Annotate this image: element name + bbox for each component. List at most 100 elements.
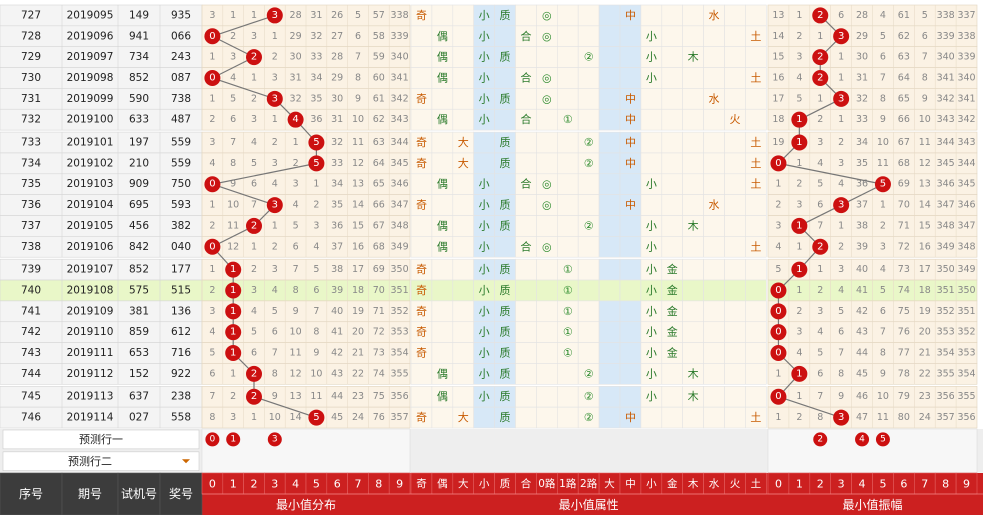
- amp-hit-value: 2: [817, 52, 823, 63]
- header-cell: [61, 472, 119, 515]
- amp-header-digit: 4: [859, 478, 866, 491]
- dist-miss: 37: [331, 241, 343, 252]
- attr-mark: 小: [646, 178, 657, 191]
- attr-cell: [515, 321, 537, 343]
- amp-hit-value: 3: [838, 31, 844, 42]
- attr-cell: [682, 131, 704, 154]
- amp-miss: 5: [838, 306, 844, 317]
- attr-cell: [724, 194, 746, 216]
- dropdown-arrow-icon[interactable]: [182, 459, 190, 464]
- attr-mark: 质: [500, 263, 511, 276]
- attr-mark: 大: [458, 135, 469, 149]
- dist-miss: 7: [355, 52, 361, 63]
- dist-miss: 6: [251, 348, 257, 359]
- dist-hit-ball: [246, 49, 262, 66]
- dist-miss: 3: [272, 264, 278, 275]
- amp-miss: 15: [919, 220, 931, 231]
- amp-hit-value: 2: [817, 241, 823, 252]
- attr-mark: 质: [500, 92, 511, 105]
- attr-cell: [452, 194, 474, 216]
- predict-dist-ball[interactable]: [226, 432, 241, 447]
- dist-miss: 67: [373, 220, 385, 231]
- amp-miss: 8: [817, 412, 823, 423]
- amp-miss: 9: [838, 391, 844, 402]
- amp-miss: 8: [880, 93, 886, 104]
- dist-miss: 4: [251, 306, 257, 317]
- dist-miss: 10: [290, 327, 302, 338]
- attr-cell: [661, 25, 683, 48]
- attr-mark: 水: [709, 92, 720, 105]
- attr-cell: [724, 173, 746, 195]
- predict-amp-ball[interactable]: [855, 432, 870, 447]
- dist-hit-value: 4: [292, 114, 298, 125]
- attr-cell: [661, 385, 683, 408]
- row-test: 909: [129, 178, 149, 190]
- attr-cell: [703, 67, 725, 89]
- attr-header-label: 中: [625, 477, 636, 490]
- dist-miss: 1: [251, 72, 257, 83]
- predict-row2-label-box[interactable]: [2, 451, 200, 472]
- row-issue: 2019104: [67, 199, 114, 211]
- attr-cell: [598, 258, 621, 281]
- predict-amp-ball[interactable]: [875, 432, 890, 447]
- attr-cell: [703, 108, 725, 131]
- attr-cell: [661, 131, 683, 154]
- header-issue: 期号: [78, 487, 102, 501]
- attr-cell: [452, 300, 474, 323]
- attr-mark: ◎: [542, 92, 552, 105]
- amp-miss: 339: [957, 52, 975, 63]
- amp-miss: 9: [922, 93, 928, 104]
- predict-row1-label-box[interactable]: [2, 429, 200, 450]
- amp-miss: 6: [880, 306, 886, 317]
- dist-hit-ball: [225, 303, 242, 320]
- dist-miss: 349: [391, 241, 409, 252]
- amp-miss: 2: [817, 285, 823, 296]
- dist-miss: 5: [230, 93, 236, 104]
- attr-mark: 奇: [416, 326, 427, 339]
- amp-miss: 74: [898, 285, 910, 296]
- attr-cell: [494, 108, 516, 131]
- attr-cell: [473, 152, 495, 175]
- amp-miss: 3: [817, 137, 823, 148]
- amp-miss: 1: [796, 10, 802, 21]
- attr-header-label: 小: [646, 478, 657, 490]
- row-seq: 741: [21, 305, 41, 317]
- amp-hit-ball: [791, 261, 808, 278]
- amp-miss: 8: [922, 72, 928, 83]
- dist-miss: 9: [272, 391, 278, 402]
- dist-miss: 354: [391, 348, 409, 359]
- attr-cell: [556, 25, 579, 48]
- dist-miss: 73: [373, 348, 385, 359]
- attr-header-label: 小: [479, 478, 490, 490]
- dist-miss: 1: [272, 220, 278, 231]
- attr-cell: [598, 385, 621, 408]
- amp-miss: 2: [838, 241, 844, 252]
- attr-mark: 小: [479, 92, 490, 105]
- amp-miss: 47: [856, 412, 868, 423]
- attr-cell: [536, 300, 558, 323]
- row-seq: 740: [21, 284, 41, 296]
- attr-cell: [515, 88, 537, 110]
- amp-hit-ball: [770, 282, 787, 299]
- row-test: 210: [129, 157, 149, 169]
- attr-mark: 奇: [416, 9, 427, 22]
- dist-hit-ball: [266, 7, 283, 24]
- attr-cell: [431, 300, 454, 323]
- predict-dist-ball[interactable]: [205, 432, 220, 447]
- amp-miss: 344: [937, 137, 955, 148]
- predict-dist-ball[interactable]: [267, 432, 282, 447]
- attr-mark: 大: [458, 410, 469, 424]
- attr-mark: 偶: [437, 367, 448, 380]
- attr-cell: [619, 46, 642, 68]
- row-issue: 2019107: [67, 264, 114, 276]
- predict-amp-ball[interactable]: [813, 432, 828, 447]
- dist-miss: 1: [230, 10, 236, 21]
- amp-miss: 341: [937, 72, 955, 83]
- attr-cell: [619, 215, 642, 237]
- dist-miss: 8: [355, 72, 361, 83]
- amp-trend-line: [778, 162, 884, 185]
- attr-cell: [619, 67, 642, 89]
- amp-miss: 1: [796, 241, 802, 252]
- amp-miss: 2: [838, 137, 844, 148]
- amp-miss: 4: [817, 327, 823, 338]
